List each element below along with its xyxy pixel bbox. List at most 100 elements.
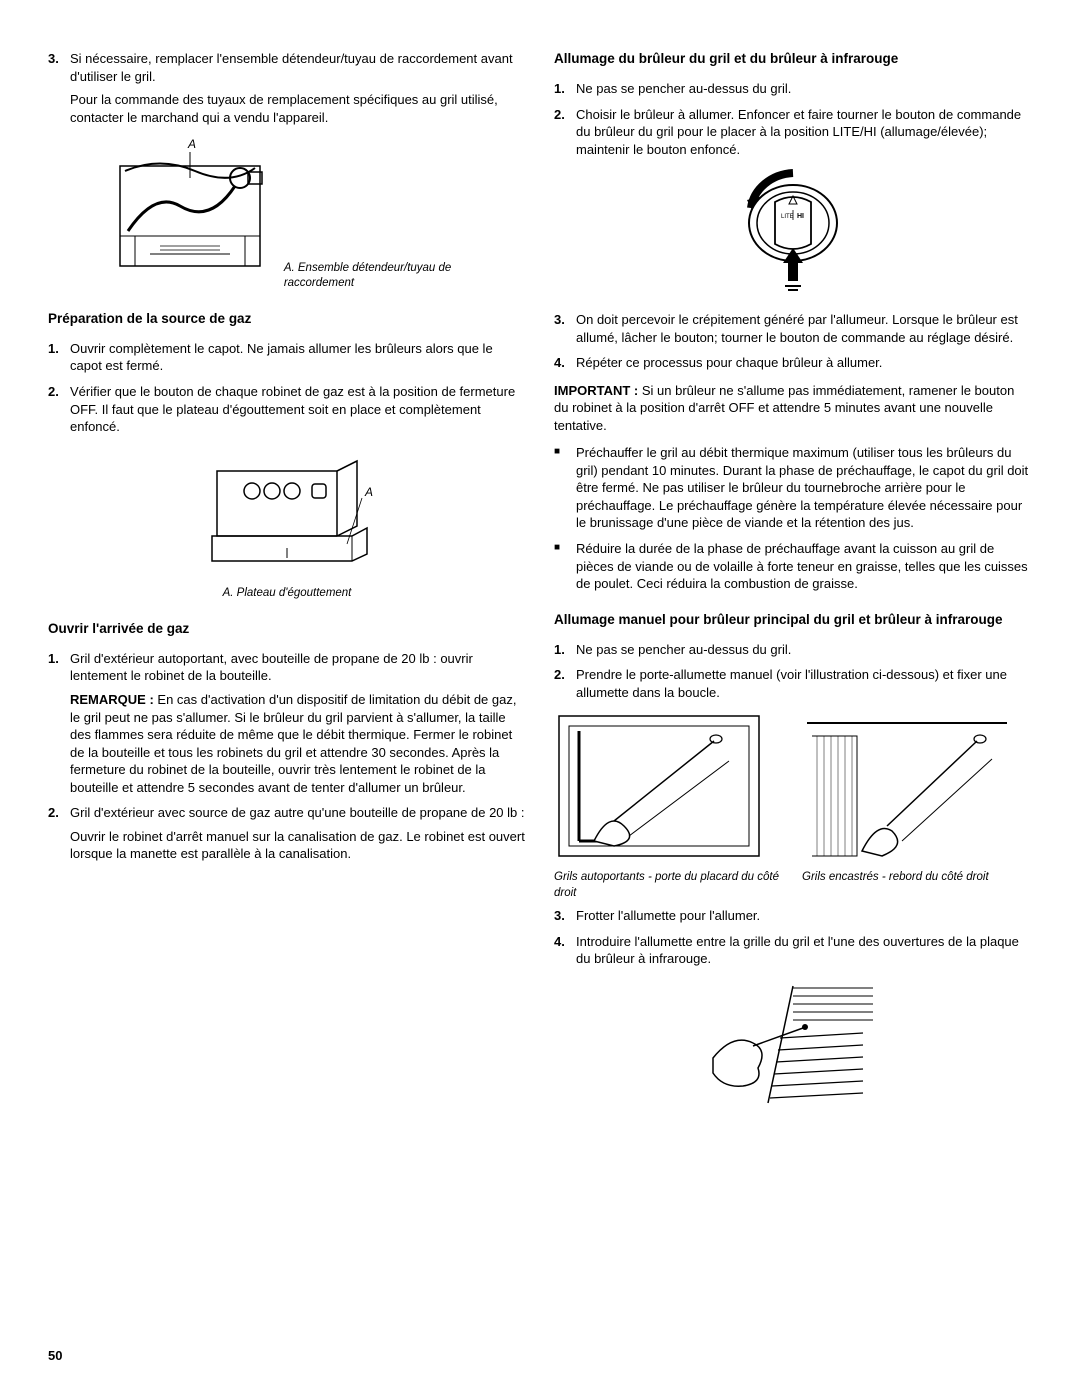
paragraph: Frotter l'allumette pour l'allumer. (576, 907, 1032, 925)
figure-regulator-hose: A A. Ensemble détendeur/tuyau de raccord… (48, 136, 526, 292)
paragraph: Introduire l'allumette entre la grille d… (576, 933, 1032, 968)
list-body: Introduire l'allumette entre la grille d… (576, 933, 1032, 968)
list-number: 4. (554, 933, 576, 968)
figure-label: A (364, 485, 373, 499)
list-body: Gril d'extérieur avec source de gaz autr… (70, 804, 526, 863)
paragraph: REMARQUE : En cas d'activation d'un disp… (70, 691, 526, 796)
figure-manual-left: Grils autoportants - porte du placard du… (554, 711, 784, 901)
bullet-text: Réduire la durée de la phase de préchauf… (576, 540, 1032, 593)
figure-control-knob: LITE HI (554, 168, 1032, 303)
list-item: 2. Gril d'extérieur avec source de gaz a… (48, 804, 526, 863)
list-item: 4. Répéter ce processus pour chaque brûl… (554, 354, 1032, 372)
paragraph: Choisir le brûleur à allumer. Enfoncer e… (576, 106, 1032, 159)
left-column: 3. Si nécessaire, remplacer l'ensemble d… (48, 50, 526, 1120)
list-body: Choisir le brûleur à allumer. Enfoncer e… (576, 106, 1032, 159)
remarque-label: REMARQUE : (70, 692, 154, 707)
paragraph: Ne pas se pencher au-dessus du gril. (576, 641, 1032, 659)
paragraph: Si nécessaire, remplacer l'ensemble déte… (70, 50, 526, 85)
knob-hi-label: HI (797, 213, 804, 220)
list-item: 2. Choisir le brûleur à allumer. Enfonce… (554, 106, 1032, 159)
figure-caption: A. Plateau d'égouttement (48, 586, 526, 602)
list-item: 1. Ne pas se pencher au-dessus du gril. (554, 80, 1032, 98)
list-item: 4. Introduire l'allumette entre la grill… (554, 933, 1032, 968)
section-heading: Ouvrir l'arrivée de gaz (48, 620, 526, 638)
allumage-list-a: 1. Ne pas se pencher au-dessus du gril. … (554, 80, 1032, 158)
important-label: IMPORTANT : (554, 383, 638, 398)
list-body: Si nécessaire, remplacer l'ensemble déte… (70, 50, 526, 126)
list-body: Prendre le porte-allumette manuel (voir … (576, 666, 1032, 701)
list-item: 3. Si nécessaire, remplacer l'ensemble d… (48, 50, 526, 126)
list-item: 2. Prendre le porte-allumette manuel (vo… (554, 666, 1032, 701)
manual-list-b: 3. Frotter l'allumette pour l'allumer. 4… (554, 907, 1032, 968)
list-number: 4. (554, 354, 576, 372)
paragraph: Gril d'extérieur avec source de gaz autr… (70, 804, 526, 822)
list-number: 2. (48, 804, 70, 863)
match-holder-left-illustration (554, 711, 764, 861)
list-number: 2. (554, 106, 576, 159)
list-number: 2. (554, 666, 576, 701)
list-body: Frotter l'allumette pour l'allumer. (576, 907, 1032, 925)
list-item: 1. Ne pas se pencher au-dessus du gril. (554, 641, 1032, 659)
bullet-item: Préchauffer le gril au débit thermique m… (554, 444, 1032, 532)
figure-drip-tray: A A. Plateau d'égouttement (48, 446, 526, 602)
regulator-hose-illustration: A (100, 136, 280, 286)
insert-match-illustration (708, 978, 878, 1108)
list-number: 1. (554, 641, 576, 659)
list-item: 3. Frotter l'allumette pour l'allumer. (554, 907, 1032, 925)
figure-caption: Grils encastrés - rebord du côté droit (802, 870, 1032, 886)
ouvrir-list: 1. Gril d'extérieur autoportant, avec bo… (48, 650, 526, 863)
page-number: 50 (48, 1347, 62, 1365)
control-knob-illustration: LITE HI (733, 168, 853, 298)
list-body: Ouvrir complètement le capot. Ne jamais … (70, 340, 526, 375)
prep-list: 1. Ouvrir complètement le capot. Ne jama… (48, 340, 526, 436)
bullet-text: Préchauffer le gril au débit thermique m… (576, 444, 1032, 532)
list-item: 1. Ouvrir complètement le capot. Ne jama… (48, 340, 526, 375)
manual-list-a: 1. Ne pas se pencher au-dessus du gril. … (554, 641, 1032, 702)
list-number: 3. (48, 50, 70, 126)
right-column: Allumage du brûleur du gril et du brûleu… (554, 50, 1032, 1120)
paragraph: Prendre le porte-allumette manuel (voir … (576, 666, 1032, 701)
allumage-list-b: 3. On doit percevoir le crépitement géné… (554, 311, 1032, 372)
section-heading: Préparation de la source de gaz (48, 310, 526, 328)
continued-list: 3. Si nécessaire, remplacer l'ensemble d… (48, 50, 526, 126)
two-figure-row: Grils autoportants - porte du placard du… (554, 711, 1032, 901)
paragraph: Ne pas se pencher au-dessus du gril. (576, 80, 1032, 98)
figure-caption: Grils autoportants - porte du placard du… (554, 870, 784, 901)
paragraph: Gril d'extérieur autoportant, avec boute… (70, 650, 526, 685)
list-item: 2. Vérifier que le bouton de chaque robi… (48, 383, 526, 436)
knob-lite-label: LITE (781, 214, 794, 220)
paragraph: On doit percevoir le crépitement généré … (576, 311, 1032, 346)
drip-tray-illustration: A (197, 446, 377, 576)
figure-insert-match (554, 978, 1032, 1113)
list-item: 1. Gril d'extérieur autoportant, avec bo… (48, 650, 526, 796)
list-number: 2. (48, 383, 70, 436)
list-number: 3. (554, 907, 576, 925)
figure-caption: A. Ensemble détendeur/tuyau de raccordem… (284, 261, 474, 292)
remarque-text: En cas d'activation d'un dispositif de l… (70, 692, 516, 795)
bullet-item: Réduire la durée de la phase de préchauf… (554, 540, 1032, 593)
section-heading: Allumage manuel pour brûleur principal d… (554, 611, 1032, 629)
list-body: Gril d'extérieur autoportant, avec boute… (70, 650, 526, 796)
two-column-layout: 3. Si nécessaire, remplacer l'ensemble d… (48, 50, 1032, 1120)
important-paragraph: IMPORTANT : Si un brûleur ne s'allume pa… (554, 382, 1032, 435)
bullet-list: Préchauffer le gril au débit thermique m… (554, 444, 1032, 592)
list-body: Ne pas se pencher au-dessus du gril. (576, 80, 1032, 98)
list-number: 1. (554, 80, 576, 98)
paragraph: Ouvrir complètement le capot. Ne jamais … (70, 340, 526, 375)
paragraph: Pour la commande des tuyaux de remplacem… (70, 91, 526, 126)
list-number: 3. (554, 311, 576, 346)
paragraph: Répéter ce processus pour chaque brûleur… (576, 354, 1032, 372)
list-number: 1. (48, 340, 70, 375)
paragraph: Ouvrir le robinet d'arrêt manuel sur la … (70, 828, 526, 863)
match-holder-right-illustration (802, 711, 1012, 861)
list-item: 3. On doit percevoir le crépitement géné… (554, 311, 1032, 346)
paragraph: Vérifier que le bouton de chaque robinet… (70, 383, 526, 436)
figure-label: A (187, 137, 196, 151)
list-body: On doit percevoir le crépitement généré … (576, 311, 1032, 346)
list-body: Vérifier que le bouton de chaque robinet… (70, 383, 526, 436)
section-heading: Allumage du brûleur du gril et du brûleu… (554, 50, 1032, 68)
list-body: Répéter ce processus pour chaque brûleur… (576, 354, 1032, 372)
list-number: 1. (48, 650, 70, 796)
list-body: Ne pas se pencher au-dessus du gril. (576, 641, 1032, 659)
figure-manual-right: Grils encastrés - rebord du côté droit (802, 711, 1032, 901)
